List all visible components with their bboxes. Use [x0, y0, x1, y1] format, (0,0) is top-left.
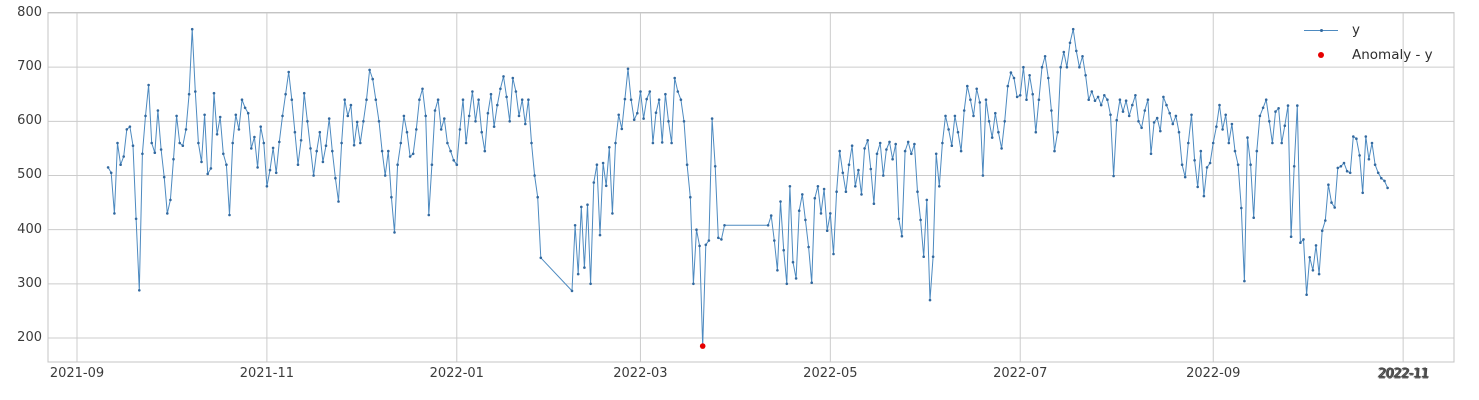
series-line-y [107, 28, 1389, 347]
y-tick-label-200: 200 [17, 330, 42, 345]
gridlines [48, 12, 1454, 362]
y-tick-label-300: 300 [17, 275, 42, 291]
plot-border [47, 12, 1455, 363]
anomaly-point [699, 343, 706, 349]
y-tick-label-500: 500 [17, 167, 42, 183]
line-marker-swatch [1298, 28, 1344, 32]
legend-label-anomaly: Anomaly - y [1352, 47, 1433, 63]
y-tick-label-400: 400 [17, 221, 42, 237]
series-markers-y [106, 27, 1389, 348]
y-tick-label-700: 700 [17, 59, 42, 75]
x-tick-label-2022-07: 2022-07 [993, 366, 1048, 381]
legend-item-anomaly: Anomaly - y [1298, 45, 1433, 65]
legend-label-y: y [1352, 22, 1360, 38]
x-tick-label-2022-05: 2022-05 [803, 366, 858, 381]
anomaly-marker-swatch [1298, 52, 1344, 58]
y-tick-label-800: 800 [17, 4, 42, 20]
x-tick-label-2021-09: 2021-09 [49, 366, 105, 381]
legend: y Anomaly - y [1298, 20, 1433, 65]
legend-item-y: y [1298, 20, 1433, 40]
red-dot-icon [1318, 52, 1324, 58]
x-tick-label-2021-11: 2021-11 [239, 366, 295, 381]
x-tick-label-2022-03: 2022-03 [613, 366, 668, 381]
y-tick-label-600: 600 [17, 113, 42, 129]
x-tick-label-2022-01: 2022-01 [429, 366, 484, 381]
x-tick-label-2022-11: 2022-11 [1377, 366, 1430, 381]
x-tick-label-2022-09: 2022-09 [1186, 366, 1241, 381]
